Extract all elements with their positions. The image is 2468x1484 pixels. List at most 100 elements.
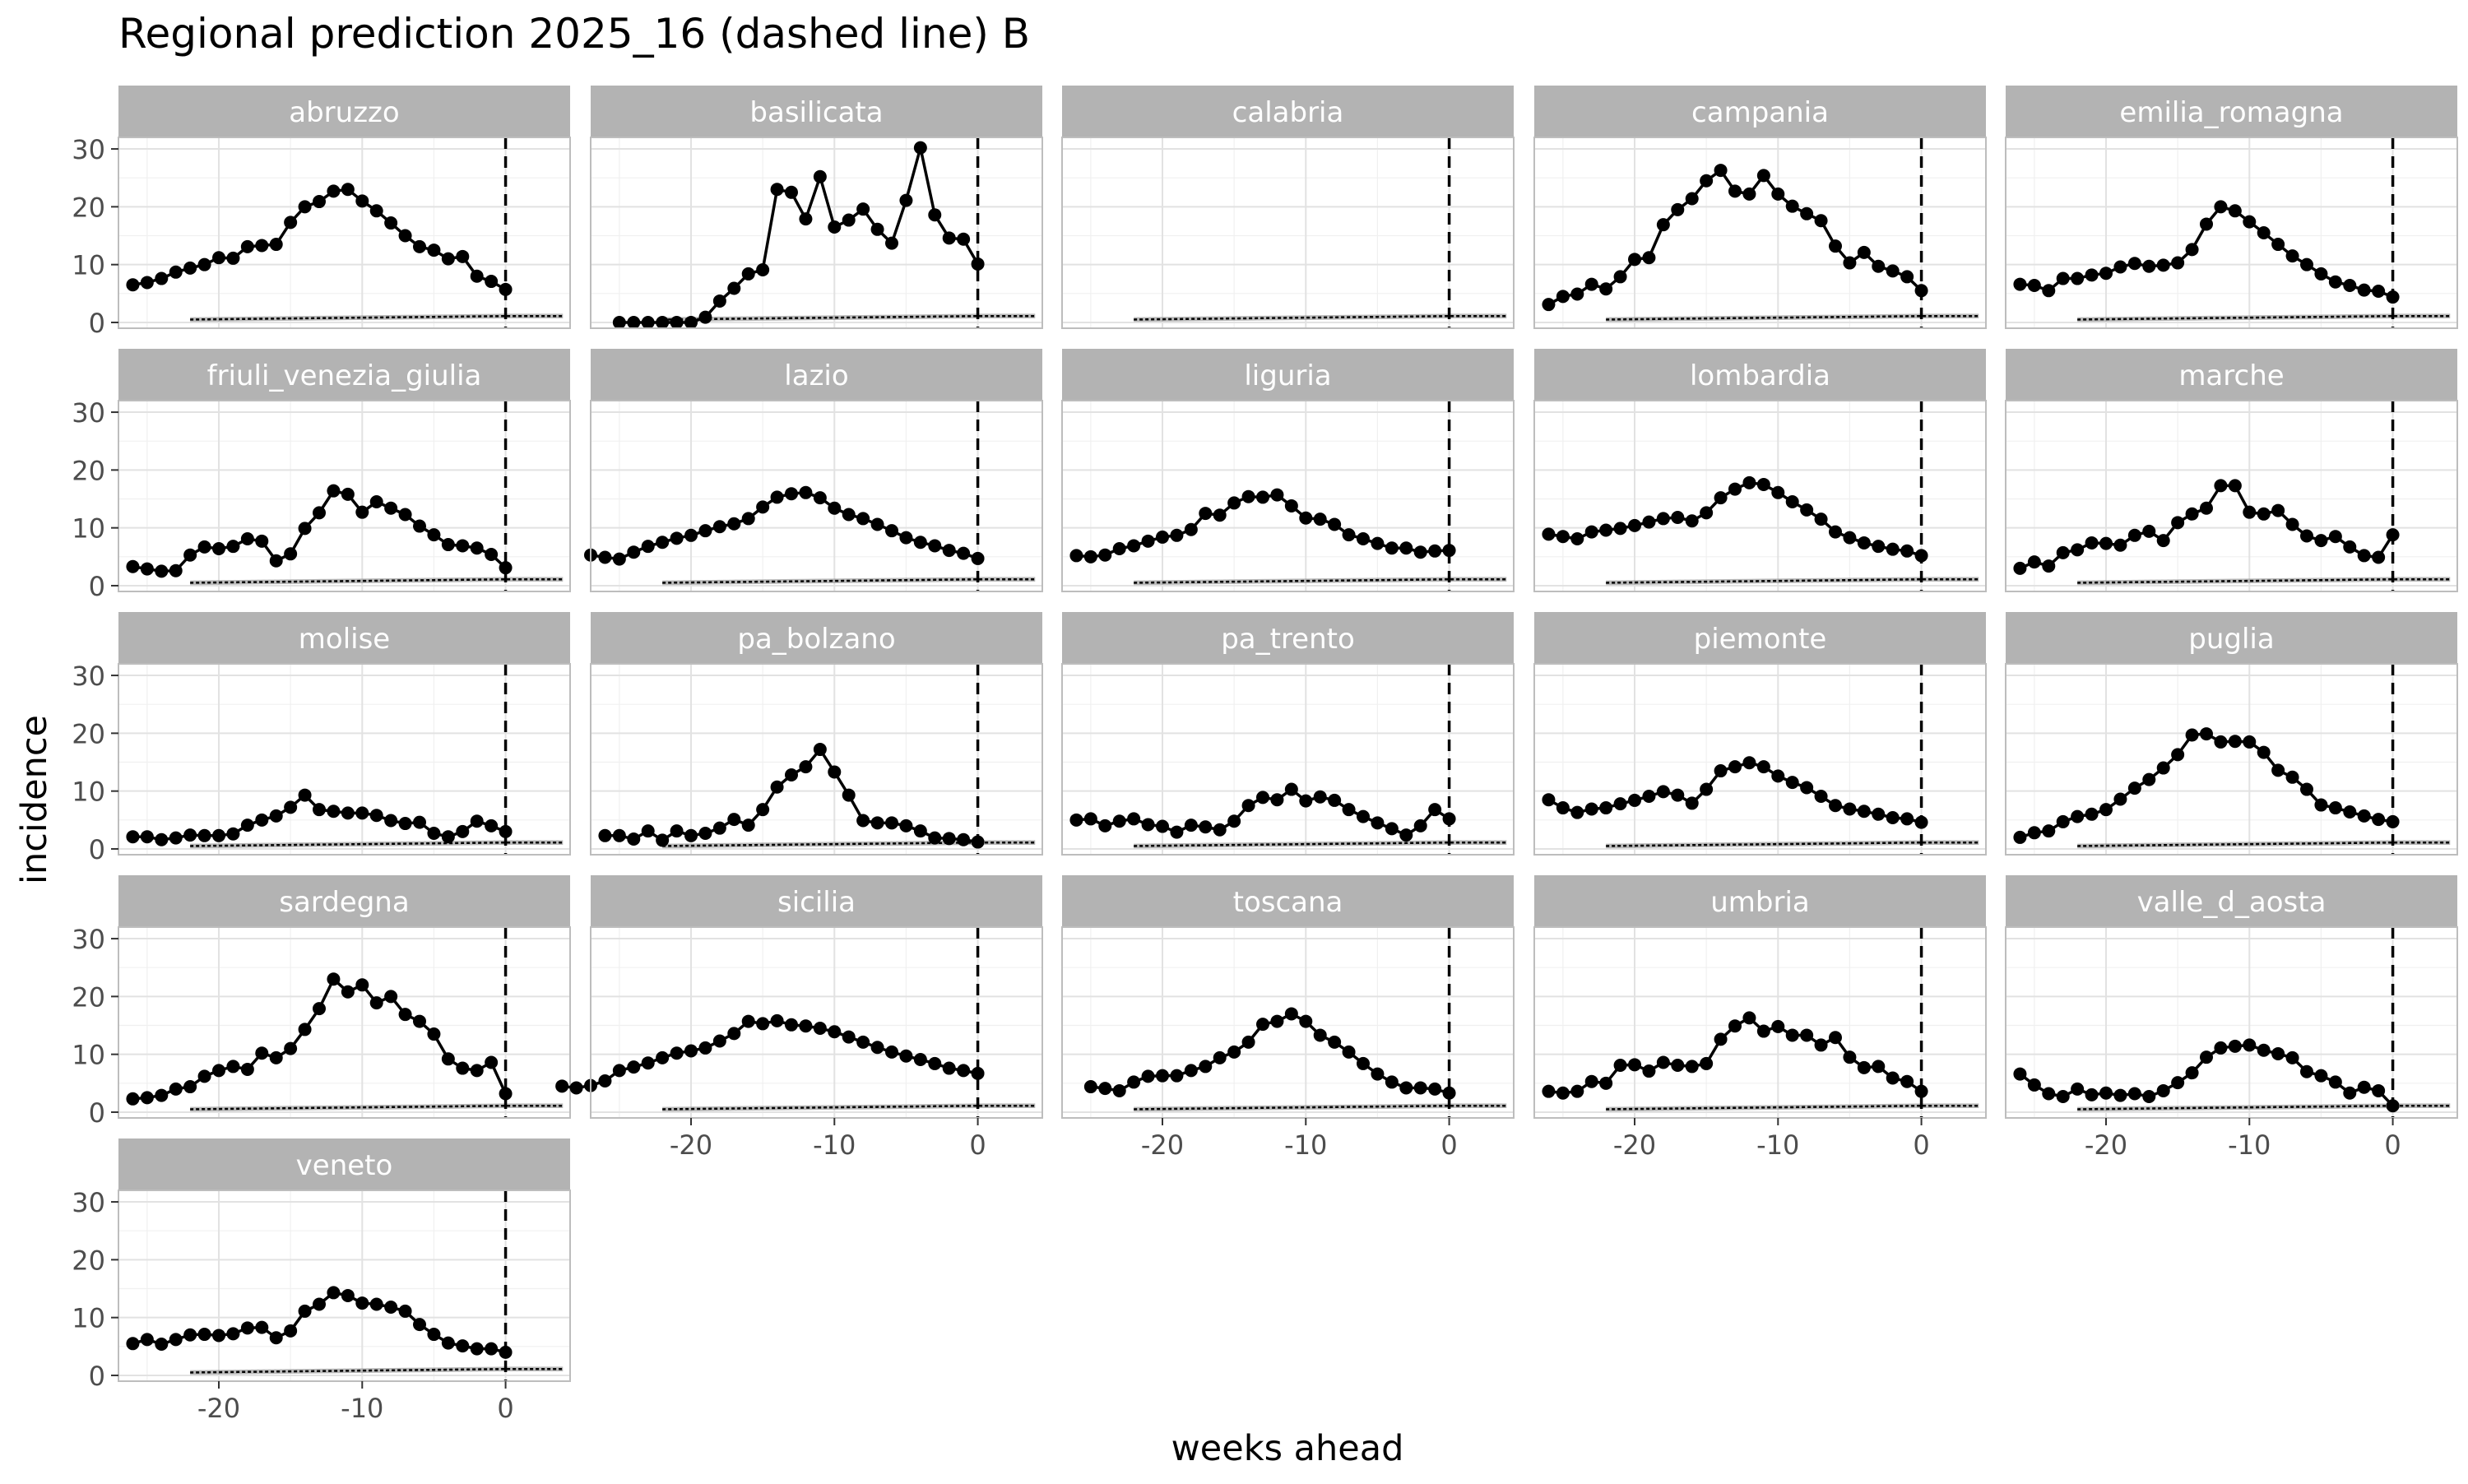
observed-point <box>885 236 898 250</box>
observed-point <box>1256 1018 1269 1032</box>
observed-point <box>1170 528 1184 542</box>
observed-point <box>2085 268 2099 282</box>
facet-strip <box>2006 612 2457 664</box>
observed-point <box>1857 805 1871 819</box>
panel-background <box>1062 137 1514 328</box>
observed-point <box>1800 206 1814 220</box>
observed-point <box>2027 278 2041 292</box>
observed-point <box>1785 1028 1799 1042</box>
observed-point <box>2113 260 2127 274</box>
observed-point <box>298 1023 312 1036</box>
observed-point <box>2071 809 2085 823</box>
observed-point <box>684 1044 698 1058</box>
panel-border <box>2005 137 2458 329</box>
observed-point <box>656 315 670 329</box>
observed-point <box>1613 270 1627 284</box>
observed-point <box>598 828 612 842</box>
prediction-line <box>662 314 1036 321</box>
observed-point <box>828 501 842 515</box>
observed-point <box>1556 290 1570 304</box>
observed-point <box>2127 1087 2141 1101</box>
observed-point <box>741 267 755 281</box>
observed-point <box>355 505 369 519</box>
observed-point <box>313 803 326 817</box>
observed-point <box>1685 514 1699 528</box>
observed-point <box>885 816 898 830</box>
observed-point <box>1083 1080 1097 1094</box>
observed-point <box>1756 760 1770 774</box>
observed-point <box>899 819 913 832</box>
observed-point <box>456 539 470 553</box>
observed-point <box>1599 523 1613 537</box>
observed-point <box>885 524 898 538</box>
observed-point <box>2085 807 2099 821</box>
observed-point <box>785 768 798 781</box>
observed-point <box>1342 1045 1356 1059</box>
observed-point <box>140 562 154 576</box>
facet-strip-label: molise <box>299 623 390 656</box>
observed-point <box>2314 267 2328 281</box>
observed-point <box>1141 534 1155 548</box>
observed-point <box>1886 1071 1900 1085</box>
observed-point <box>856 512 870 526</box>
observed-point <box>1141 1069 1155 1083</box>
observed-point <box>1313 1028 1327 1042</box>
observed-point <box>569 1081 583 1095</box>
observed-point <box>1800 781 1814 795</box>
observed-point <box>126 559 140 573</box>
y-tick-label: 0 <box>89 834 105 865</box>
observed-point <box>627 1060 641 1074</box>
facets-group: abruzzo 0 10 20 30 basilicata calabria campania… <box>72 86 2458 1424</box>
observed-point <box>197 1328 211 1342</box>
observed-point <box>656 536 670 550</box>
observed-point <box>2257 1043 2271 1057</box>
panel-border <box>590 137 1043 329</box>
observed-point <box>1141 818 1155 832</box>
y-axis-label: incidence <box>14 715 55 884</box>
observed-point <box>1886 264 1900 278</box>
observed-point <box>1069 549 1083 563</box>
observed-point <box>1642 789 1656 803</box>
observed-point <box>384 216 398 230</box>
observed-point <box>2171 748 2185 762</box>
observed-point <box>485 1342 499 1356</box>
observed-point <box>327 184 341 198</box>
observed-point <box>1413 819 1427 832</box>
x-tick-label: 0 <box>2384 1129 2401 1161</box>
observed-point <box>1613 797 1627 811</box>
x-tick-label: -20 <box>197 1393 240 1424</box>
x-tick-label: -20 <box>2085 1129 2127 1161</box>
observed-point <box>284 1324 298 1338</box>
observed-point <box>727 281 741 295</box>
observed-point <box>1342 803 1356 817</box>
observed-point <box>1428 803 1442 817</box>
observed-point <box>828 1025 842 1039</box>
observed-point <box>1313 512 1327 526</box>
observed-point <box>2042 284 2056 298</box>
observed-point <box>240 819 254 832</box>
observed-point <box>1127 812 1141 826</box>
x-tick-label: -20 <box>1141 1129 1184 1161</box>
observed-point <box>1156 530 1169 544</box>
observed-point <box>971 257 985 271</box>
observed-point <box>1714 164 1728 178</box>
panel-border <box>2005 926 2458 1119</box>
observed-point <box>813 743 827 757</box>
observed-point <box>756 803 770 817</box>
observed-point <box>1857 245 1871 259</box>
y-tick-label: 10 <box>72 513 105 545</box>
observed-point <box>1642 251 1656 265</box>
observed-point <box>485 275 499 289</box>
observed-point <box>255 1320 269 1334</box>
observed-point <box>1570 532 1584 546</box>
observed-point <box>799 1019 813 1033</box>
observed-point <box>1800 503 1814 517</box>
observed-point <box>2200 1050 2213 1064</box>
observed-point <box>2156 761 2170 775</box>
observed-point <box>427 1027 441 1041</box>
observed-point <box>612 552 626 566</box>
y-tick-label: 20 <box>72 718 105 749</box>
observed-point <box>1570 805 1584 819</box>
observed-point <box>1428 1082 1442 1096</box>
